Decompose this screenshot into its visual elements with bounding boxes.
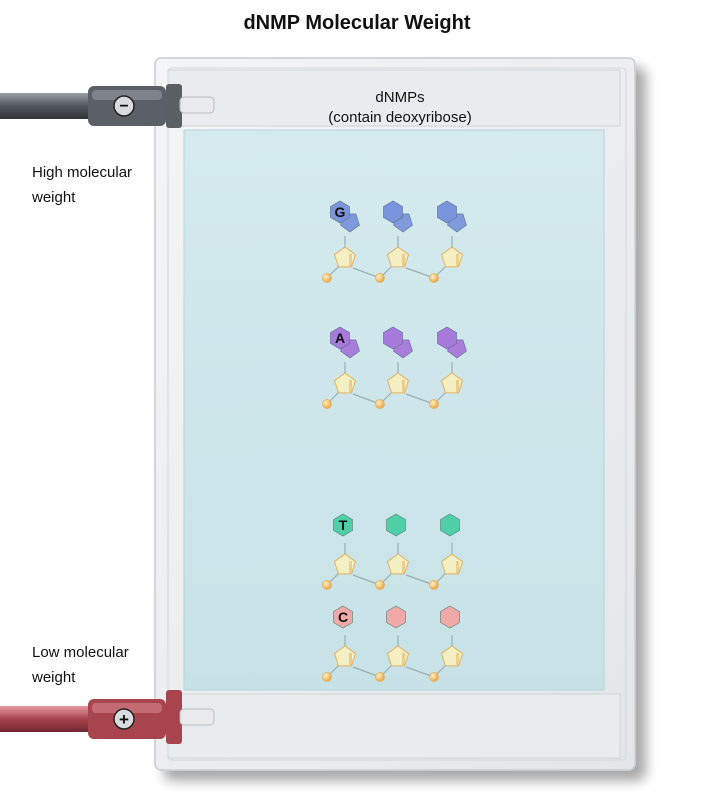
phosphate-group: [322, 273, 332, 283]
negative-sign-text: −: [119, 98, 128, 115]
base-ring: [383, 326, 403, 350]
phosphate-group: [375, 580, 385, 590]
dnmp-molecule: [375, 200, 435, 283]
band-G: G: [322, 200, 467, 283]
base-ring: [383, 200, 403, 224]
phosphate-group: [429, 399, 439, 409]
base-ring: [440, 513, 460, 537]
base-ring: [437, 326, 457, 350]
positive-wire: [0, 706, 100, 732]
gel-caption: dNMPs (contain deoxyribose): [300, 88, 500, 128]
high-molecular-weight-label: High molecular weight: [32, 160, 162, 210]
low-label-line1: Low molecular: [32, 644, 129, 661]
phosphate-group: [375, 273, 385, 283]
base-ring: [333, 605, 353, 629]
dnmp-molecule: [375, 513, 435, 590]
phosphate-group: [375, 672, 385, 682]
phosphate-group: [322, 580, 332, 590]
gel-caption-line1: dNMPs: [375, 89, 425, 106]
positive-electrode-post: [166, 690, 215, 744]
gel-caption-line2: (contain deoxyribose): [328, 109, 472, 126]
band-C: C: [322, 605, 464, 682]
dnmp-molecule: [429, 605, 464, 682]
low-molecular-weight-label: Low molecular weight: [32, 640, 162, 690]
base-letter-C: C: [338, 609, 348, 625]
dnmp-molecule: [429, 513, 464, 590]
phosphate-group: [429, 672, 439, 682]
phosphate-group: [429, 580, 439, 590]
band-T: T: [322, 513, 464, 590]
dnmp-molecule: [429, 200, 467, 283]
figure-title: dNMP Molecular Weight: [243, 12, 471, 34]
low-label-line2: weight: [32, 669, 76, 686]
phosphate-group: [322, 672, 332, 682]
base-ring: [440, 605, 460, 629]
phosphate-group: [375, 399, 385, 409]
high-label-line2: weight: [32, 189, 76, 206]
phosphate-group: [429, 273, 439, 283]
base-ring: [437, 200, 457, 224]
dnmp-molecule: [375, 326, 435, 409]
lower-buffer-chamber: [167, 693, 621, 759]
positive-sign-text: +: [119, 710, 129, 729]
base-ring: [333, 513, 353, 537]
base-ring: [330, 326, 350, 350]
dnmp-molecule: G: [322, 200, 381, 283]
band-A: A: [322, 326, 467, 409]
dnmp-molecule: A: [322, 326, 381, 409]
negative-electrode-post: [166, 84, 215, 128]
phosphate-group: [322, 399, 332, 409]
negative-wire: [0, 93, 100, 119]
base-letter-T: T: [339, 517, 348, 533]
dnmp-bands: G A T C: [322, 200, 467, 682]
positive-electrode-sign: +: [113, 708, 135, 730]
base-letter-G: G: [335, 204, 346, 220]
high-label-line1: High molecular: [32, 164, 133, 181]
dnmp-molecule: [375, 605, 435, 682]
base-ring: [386, 513, 406, 537]
base-letter-A: A: [335, 330, 345, 346]
dnmp-molecule: [429, 326, 467, 409]
base-ring: [386, 605, 406, 629]
negative-electrode-sign: −: [113, 95, 135, 117]
dnmp-molecule: C: [322, 605, 381, 682]
base-ring: [330, 200, 350, 224]
